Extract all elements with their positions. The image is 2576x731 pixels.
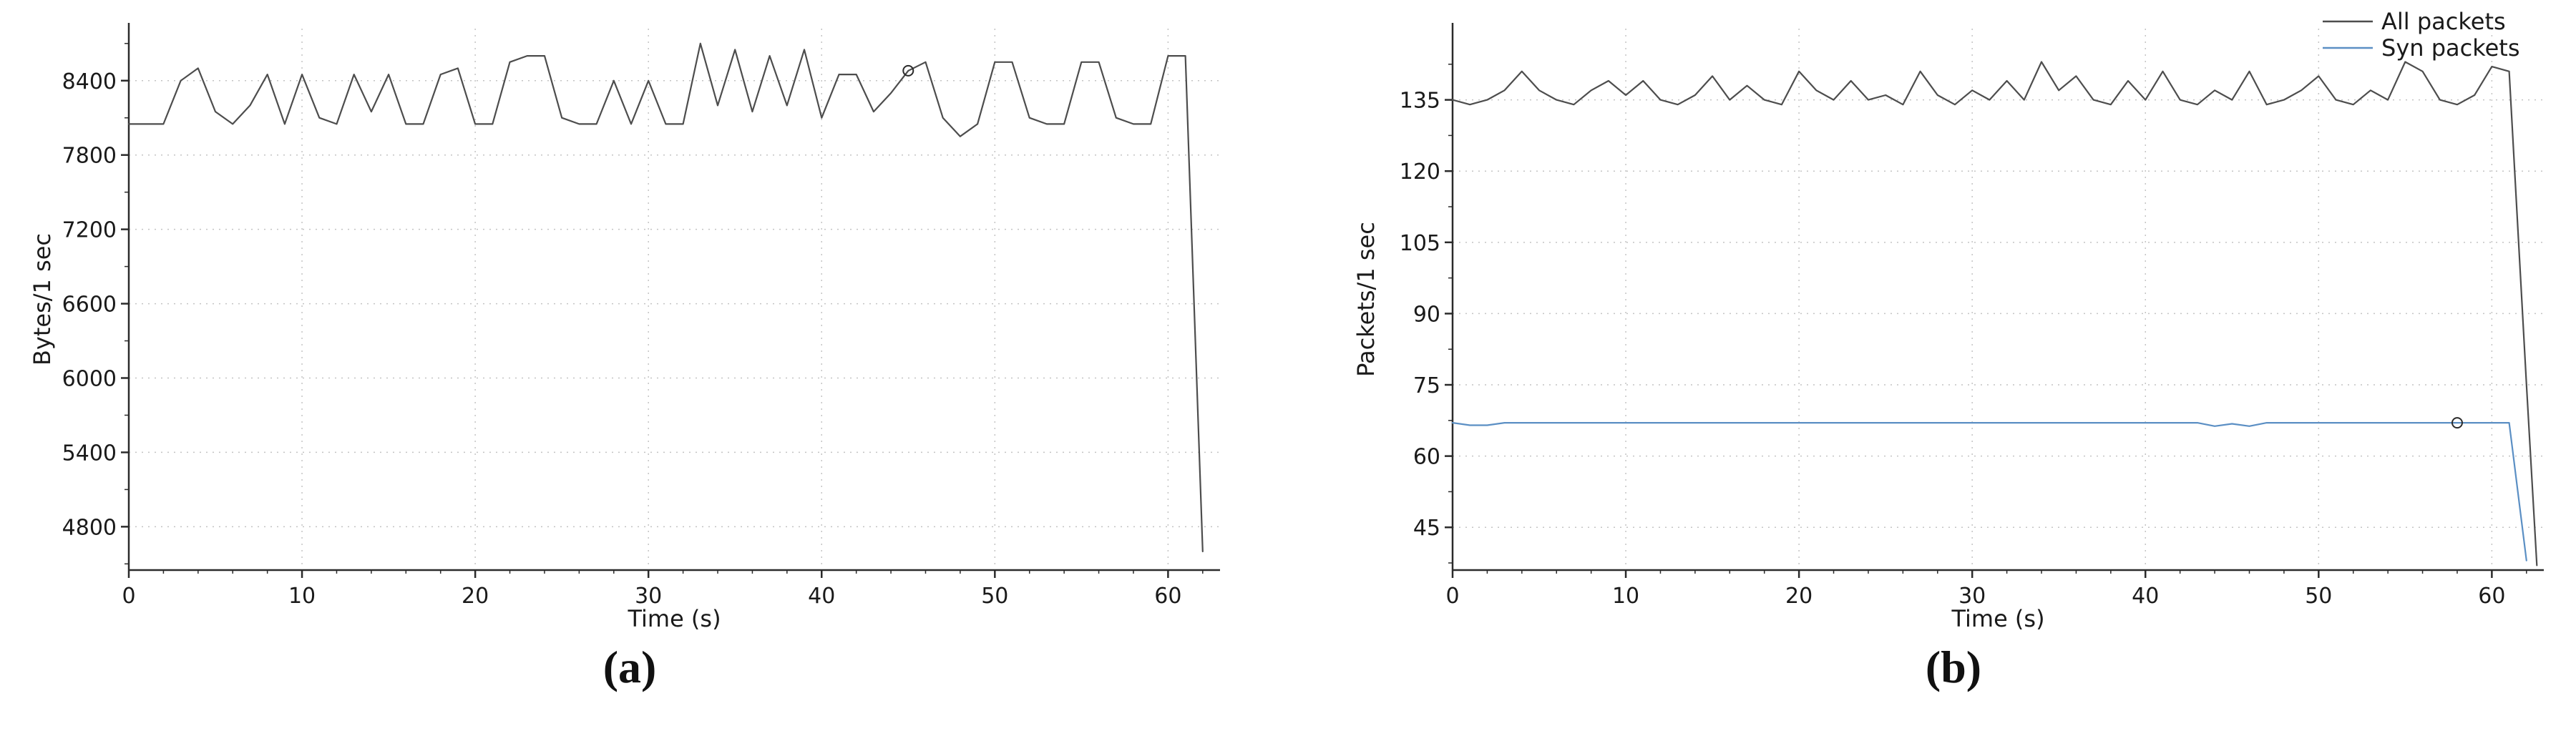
svg-text:Time (s): Time (s) xyxy=(1951,605,2044,632)
svg-text:Time (s): Time (s) xyxy=(627,605,721,632)
svg-text:0: 0 xyxy=(1445,584,1459,609)
figure-b-caption: (b) xyxy=(1925,642,1982,692)
svg-text:50: 50 xyxy=(2305,584,2332,609)
svg-text:0: 0 xyxy=(122,584,135,609)
svg-text:105: 105 xyxy=(1400,231,1440,256)
svg-text:135: 135 xyxy=(1400,89,1440,114)
svg-text:30: 30 xyxy=(635,584,662,609)
svg-text:7200: 7200 xyxy=(62,218,117,243)
svg-text:6600: 6600 xyxy=(62,293,117,318)
svg-text:5400: 5400 xyxy=(62,441,117,466)
svg-text:10: 10 xyxy=(1612,584,1639,609)
svg-text:40: 40 xyxy=(2132,584,2159,609)
svg-text:90: 90 xyxy=(1413,302,1440,327)
svg-text:20: 20 xyxy=(1785,584,1813,609)
svg-text:20: 20 xyxy=(462,584,489,609)
svg-text:50: 50 xyxy=(981,584,1008,609)
figure-b: 0 10 20 30 40 50 60 45 60 75 90 105 120 135 Time (s) Pa… xyxy=(1345,9,2562,694)
svg-text:Packets/1 sec: Packets/1 sec xyxy=(1352,222,1380,377)
dual-chart-panel: 0 10 20 30 40 50 60 4800 5400 6000 6600 7200 7800 840… xyxy=(21,9,2562,694)
packets-per-sec-chart: 0 10 20 30 40 50 60 45 60 75 90 105 120 135 Time (s) Pa… xyxy=(1345,9,2562,638)
svg-text:40: 40 xyxy=(808,584,835,609)
figure-a-caption: (a) xyxy=(602,642,657,692)
svg-text:45: 45 xyxy=(1413,516,1440,541)
svg-text:Bytes/1 sec: Bytes/1 sec xyxy=(29,233,56,366)
svg-text:75: 75 xyxy=(1413,373,1440,398)
svg-text:Syn packets: Syn packets xyxy=(2381,34,2520,62)
bytes-per-sec-chart: 0 10 20 30 40 50 60 4800 5400 6000 6600 7200 7800 840… xyxy=(21,9,1238,638)
svg-text:8400: 8400 xyxy=(62,69,117,94)
svg-text:7800: 7800 xyxy=(62,144,117,169)
svg-text:120: 120 xyxy=(1400,160,1440,185)
svg-text:4800: 4800 xyxy=(62,515,117,540)
svg-text:60: 60 xyxy=(1413,445,1440,470)
figure-a: 0 10 20 30 40 50 60 4800 5400 6000 6600 7200 7800 840… xyxy=(21,9,1238,694)
svg-text:6000: 6000 xyxy=(62,366,117,391)
svg-text:All packets: All packets xyxy=(2381,9,2506,35)
svg-text:60: 60 xyxy=(2478,584,2505,609)
svg-text:60: 60 xyxy=(1154,584,1181,609)
svg-text:10: 10 xyxy=(288,584,316,609)
svg-text:30: 30 xyxy=(1958,584,1986,609)
